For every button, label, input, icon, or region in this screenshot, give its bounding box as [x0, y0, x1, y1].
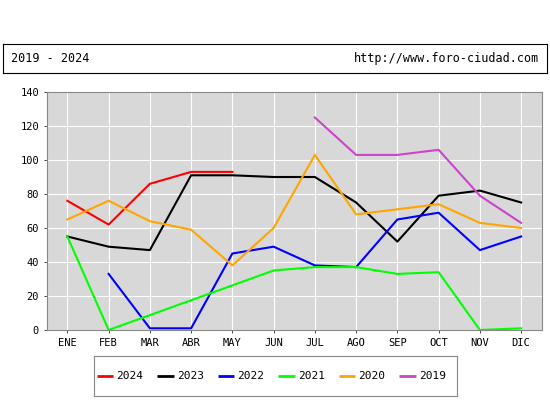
Text: 2020: 2020: [359, 371, 386, 381]
Text: 2024: 2024: [117, 371, 144, 381]
Text: 2021: 2021: [298, 371, 325, 381]
Text: Evolucion Nº Turistas Extranjeros en el municipio de Rellinars: Evolucion Nº Turistas Extranjeros en el …: [71, 15, 479, 28]
Text: http://www.foro-ciudad.com: http://www.foro-ciudad.com: [354, 52, 539, 65]
Text: 2023: 2023: [177, 371, 204, 381]
Text: 2019 - 2024: 2019 - 2024: [11, 52, 89, 65]
Text: 2019: 2019: [419, 371, 446, 381]
Text: 2022: 2022: [238, 371, 265, 381]
